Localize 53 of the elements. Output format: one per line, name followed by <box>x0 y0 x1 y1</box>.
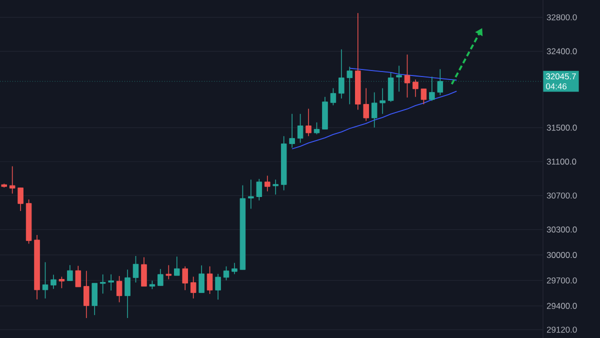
candlestick <box>141 256 147 287</box>
candlestick <box>18 187 24 212</box>
candlestick <box>42 262 48 299</box>
candlestick <box>124 269 130 318</box>
candlestick <box>132 256 139 283</box>
candlestick <box>198 265 204 294</box>
candlestick <box>9 166 16 194</box>
y-tick-label: 30000.0 <box>546 252 577 258</box>
text: 04:46 <box>546 83 567 90</box>
candlestick <box>232 262 238 274</box>
y-tick-label: 29400.0 <box>546 302 577 309</box>
candlestick <box>380 88 386 114</box>
candlestick <box>75 265 82 288</box>
candlestick <box>404 54 410 98</box>
candlestick <box>248 179 254 210</box>
candlestick <box>166 264 172 280</box>
y-tick-label: 32400.0 <box>546 48 577 54</box>
candlestick <box>289 114 295 148</box>
candlestick <box>223 266 230 281</box>
candlestick <box>67 264 73 282</box>
y-tick-label: 32800.0 <box>546 14 577 20</box>
candlestick <box>215 273 221 300</box>
y-tick-label: 30300.0 <box>546 226 577 233</box>
candlestick <box>206 266 213 294</box>
candlestick <box>108 274 114 291</box>
ref-line-label: 32045.7 <box>546 73 576 80</box>
candlestick <box>306 108 312 137</box>
candlestick <box>256 178 262 201</box>
candlestick <box>346 66 353 105</box>
candlestick <box>330 88 336 106</box>
candlestick <box>174 256 180 276</box>
y-tick-label: 30700.0 <box>546 192 577 199</box>
candlestick <box>92 282 98 316</box>
candlestick <box>420 88 427 105</box>
candlestick <box>363 88 369 122</box>
y-tick-label: 29120.0 <box>546 326 577 333</box>
candlestick <box>190 276 196 299</box>
candlestick <box>158 268 164 286</box>
candlestick <box>84 270 90 318</box>
y-tick-label: 31100.0 <box>546 158 576 165</box>
candlestick <box>182 266 188 291</box>
candlestick <box>297 114 304 144</box>
candlestick <box>371 92 378 128</box>
candlestick <box>264 175 270 192</box>
candlestick <box>314 122 320 135</box>
candlestick <box>412 79 418 98</box>
y-tick-label: 31500.0 <box>546 124 577 131</box>
candlestick <box>100 274 106 294</box>
candlestick <box>272 179 278 195</box>
candlestick <box>50 274 56 290</box>
y-tick-label: 29700.0 <box>546 277 577 284</box>
candlestick <box>116 276 122 303</box>
candlestick <box>58 276 65 289</box>
